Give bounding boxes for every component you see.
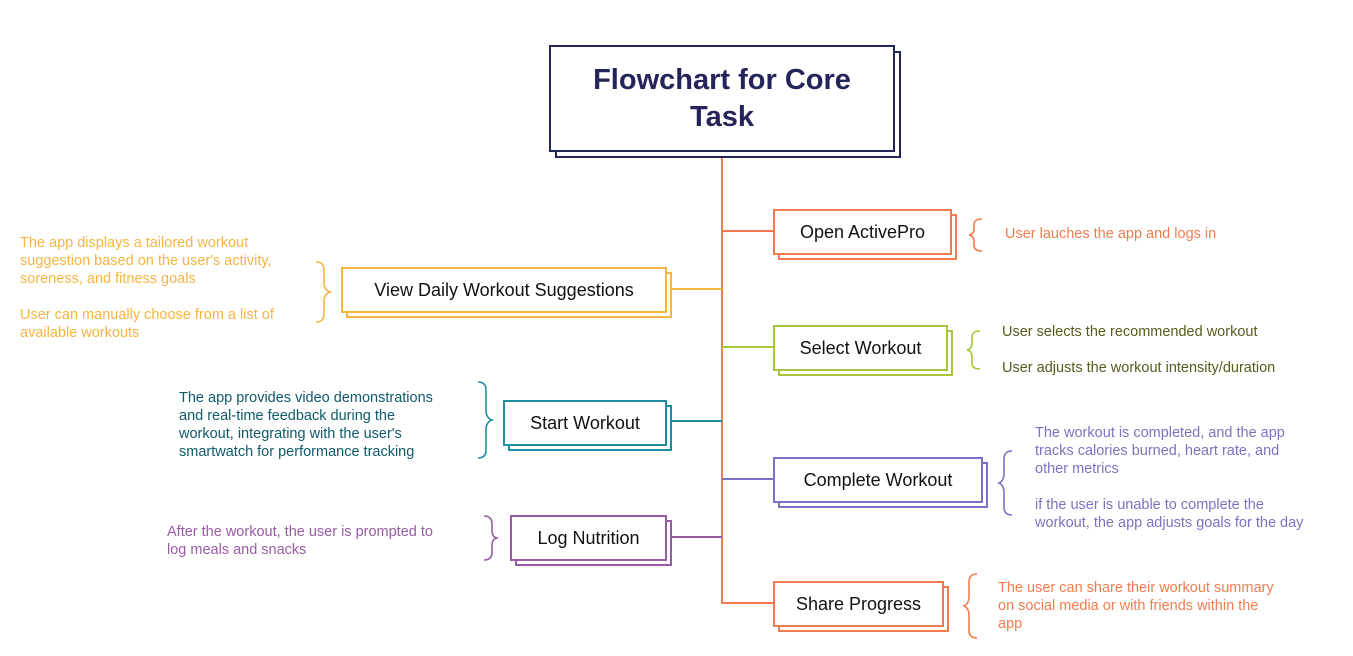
note-select: User selects the recommended workout Use… bbox=[1002, 324, 1276, 376]
note-view: The app displays a tailored workout sugg… bbox=[20, 235, 274, 341]
step-start-label: Start Workout bbox=[530, 412, 640, 433]
brace-complete bbox=[996, 450, 1013, 516]
note-log: After the workout, the user is prompted … bbox=[167, 524, 433, 558]
step-complete-workout[interactable]: Complete Workout bbox=[773, 457, 983, 503]
step-select-label: Select Workout bbox=[799, 337, 922, 358]
step-share-label: Share Progress bbox=[795, 593, 922, 614]
step-log-nutrition[interactable]: Log Nutrition bbox=[510, 515, 667, 561]
flowchart-title-box: Flowchart for Core Task bbox=[549, 45, 895, 152]
note-complete: The workout is completed, and the app tr… bbox=[1035, 425, 1304, 531]
step-log-label: Log Nutrition bbox=[537, 527, 640, 548]
step-view-label: View Daily Workout Suggestions bbox=[374, 279, 634, 300]
brace-view bbox=[315, 261, 333, 323]
brace-open bbox=[968, 218, 983, 252]
brace-share bbox=[961, 573, 978, 639]
step-view-suggestions[interactable]: View Daily Workout Suggestions bbox=[341, 267, 667, 313]
brace-select bbox=[966, 330, 981, 370]
step-open-activepro[interactable]: Open ActivePro bbox=[773, 209, 952, 255]
step-select-workout[interactable]: Select Workout bbox=[773, 325, 948, 371]
note-share: The user can share their workout summary… bbox=[998, 580, 1274, 632]
step-share-progress[interactable]: Share Progress bbox=[773, 581, 944, 627]
brace-start bbox=[477, 381, 495, 459]
note-open: User lauches the app and logs in bbox=[1005, 226, 1217, 242]
brace-log bbox=[483, 515, 499, 561]
step-start-workout[interactable]: Start Workout bbox=[503, 400, 667, 446]
flowchart-title: Flowchart for Core Task bbox=[593, 63, 851, 133]
step-complete-label: Complete Workout bbox=[803, 469, 953, 490]
step-open-label: Open ActivePro bbox=[799, 221, 926, 242]
note-start: The app provides video demonstrations an… bbox=[179, 390, 433, 460]
